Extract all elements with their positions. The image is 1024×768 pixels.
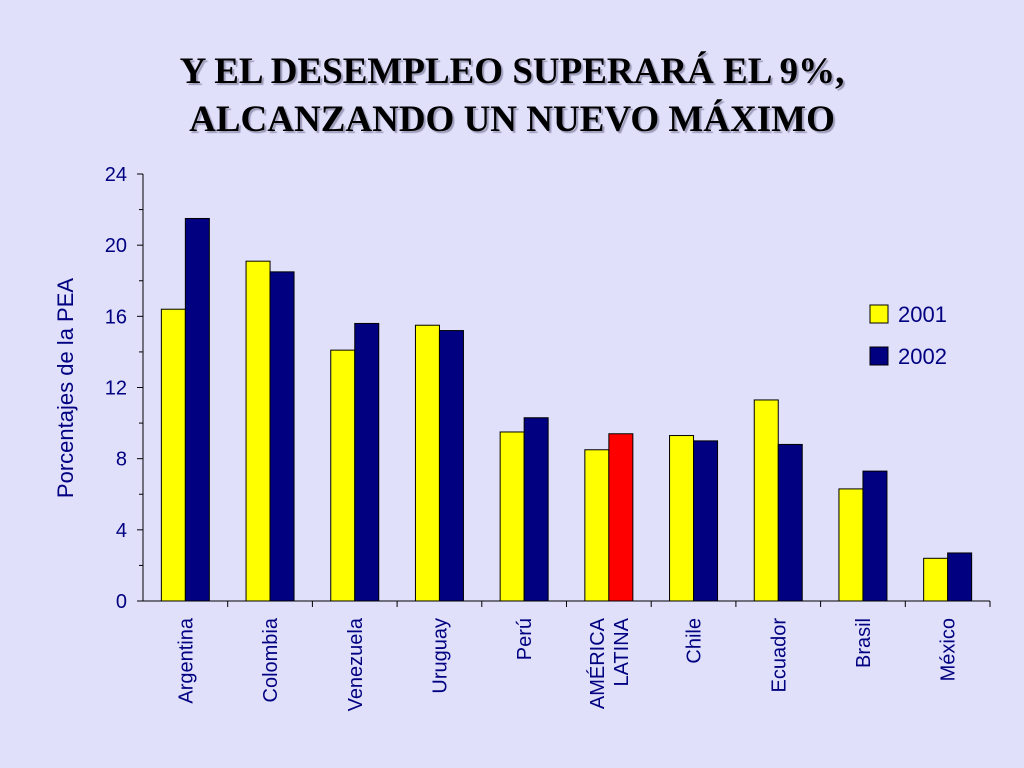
category-label: México	[938, 618, 960, 681]
bar-2001-1	[245, 260, 271, 602]
y-tick-label: 0	[116, 591, 127, 613]
legend-swatch-2001	[869, 304, 889, 324]
title-line-2: ALCANZANDO UN NUEVO MÁXIMO	[189, 99, 835, 140]
y-tick-label: 20	[105, 235, 127, 257]
category-label: Argentina	[175, 617, 197, 703]
bar-2001-4	[499, 431, 525, 602]
bar-2001-9	[923, 557, 949, 602]
y-tick-label: 4	[116, 520, 127, 542]
y-tick-label: 16	[105, 306, 127, 328]
category-label: Brasil	[853, 618, 875, 668]
legend-label-2002: 2002	[898, 344, 947, 369]
y-tick-label: 12	[105, 378, 127, 400]
category-label: Ecuador	[768, 618, 790, 693]
bar-2002-2	[354, 322, 380, 602]
y-tick-label: 8	[116, 449, 127, 471]
legend-label-2001: 2001	[898, 302, 947, 327]
bar-2001-6	[669, 435, 695, 602]
category-label: AMÉRICA	[586, 617, 609, 709]
bar-2002-9	[947, 552, 973, 602]
y-axis-title: Porcentajes de la PEA	[53, 278, 78, 498]
category-label: Uruguay	[429, 618, 451, 694]
category-label: Venezuela	[345, 617, 367, 711]
bar-2001-7	[753, 399, 779, 602]
bar-2002-3	[438, 330, 464, 602]
bar-2002-6	[693, 440, 719, 602]
bar-2002-8	[862, 470, 888, 602]
bar-2002-4	[523, 417, 549, 602]
category-label: Perú	[514, 618, 536, 660]
bar-2001-8	[838, 488, 864, 602]
bar-2002-0	[184, 217, 210, 602]
bar-2002-7	[777, 443, 803, 602]
category-label: LATINA	[611, 617, 633, 686]
bar-2001-2	[330, 349, 356, 602]
bar-2001-5	[584, 449, 610, 602]
slide-title: Y EL DESEMPLEO SUPERARÁ EL 9%, ALCANZAND…	[0, 48, 1024, 144]
y-tick-label: 24	[105, 164, 127, 186]
legend-swatch-2002	[869, 346, 889, 366]
bar-2002-5	[608, 433, 634, 602]
title-line-1: Y EL DESEMPLEO SUPERARÁ EL 9%,	[179, 51, 845, 92]
category-label: Colombia	[260, 617, 282, 702]
category-label: Chile	[684, 618, 706, 664]
bar-2001-0	[160, 308, 186, 602]
bar-2002-1	[269, 271, 295, 602]
bar-2001-3	[414, 324, 440, 602]
